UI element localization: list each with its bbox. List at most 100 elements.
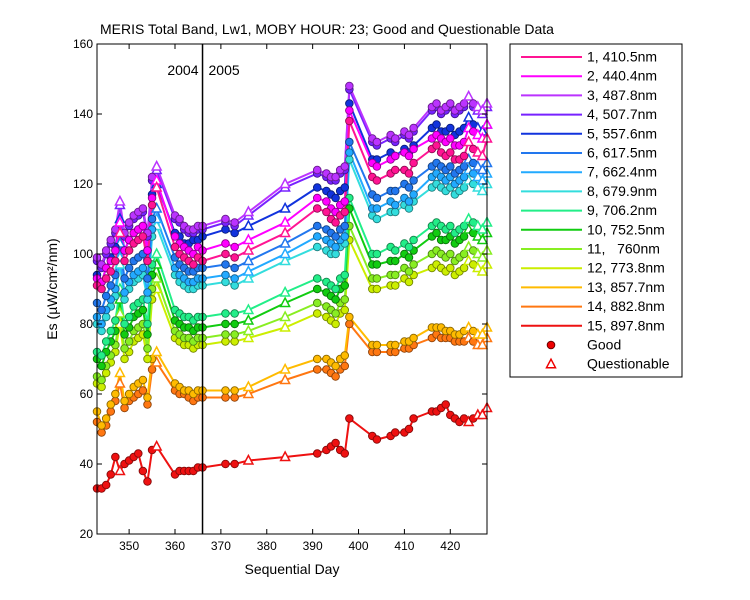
good-point	[390, 151, 400, 161]
good-point	[143, 330, 152, 339]
good-point	[345, 414, 354, 423]
good-point	[390, 207, 400, 217]
good-point	[331, 218, 340, 227]
questionable-point	[476, 163, 489, 175]
questionable-point	[462, 110, 475, 122]
questionable-point	[279, 373, 291, 385]
good-point	[312, 354, 322, 364]
good-point	[101, 312, 111, 322]
good-point	[390, 347, 400, 357]
good-point	[230, 274, 239, 283]
questionable-point	[242, 264, 255, 276]
good-point	[143, 246, 152, 255]
good-point	[120, 344, 129, 353]
legend-questionable-marker	[545, 357, 557, 369]
good-point	[409, 235, 418, 245]
good-point	[459, 151, 469, 161]
questionable-point	[476, 250, 489, 262]
good-point	[372, 204, 382, 213]
good-point	[446, 249, 455, 259]
good-point	[143, 344, 152, 353]
good-point	[331, 319, 340, 329]
x-tick-label: 400	[349, 539, 369, 553]
good-point	[390, 165, 400, 175]
good-point	[97, 421, 106, 430]
good-point	[331, 438, 340, 448]
good-point	[221, 239, 230, 248]
good-point	[372, 260, 382, 269]
questionable-point	[476, 233, 489, 245]
good-point	[404, 242, 414, 252]
y-tick-label: 20	[80, 527, 94, 541]
good-point	[404, 424, 414, 434]
good-point	[409, 176, 418, 185]
good-point	[138, 305, 148, 315]
good-point	[138, 221, 148, 231]
questionable-point	[476, 264, 489, 276]
questionable-point	[242, 387, 255, 399]
questionable-point	[242, 303, 255, 315]
good-point	[312, 365, 322, 374]
good-point	[312, 183, 322, 192]
good-point	[409, 144, 418, 154]
questionable-point	[476, 408, 489, 420]
good-point	[459, 183, 469, 192]
good-point	[143, 354, 152, 364]
good-point	[221, 330, 230, 339]
legend-good-marker	[546, 340, 556, 350]
questionable-point	[114, 366, 126, 378]
good-point	[101, 480, 111, 490]
good-point	[111, 389, 120, 399]
good-point	[101, 368, 111, 378]
good-point	[312, 165, 322, 175]
good-point	[409, 333, 418, 343]
questionable-point	[279, 285, 291, 297]
good-point	[106, 470, 116, 479]
good-point	[106, 235, 116, 245]
good-point	[221, 319, 230, 329]
good-point	[409, 123, 418, 133]
good-point	[312, 204, 322, 213]
good-point	[331, 361, 340, 371]
questionable-point	[279, 215, 291, 227]
legend-entry: 5, 557.6nm	[587, 125, 657, 141]
good-point	[340, 270, 350, 280]
good-point	[230, 386, 239, 395]
good-point	[432, 228, 441, 238]
good-point	[97, 382, 106, 392]
questionable-point	[279, 226, 291, 238]
good-point	[101, 246, 111, 255]
good-point	[120, 396, 129, 406]
good-point	[138, 263, 148, 273]
good-point	[404, 197, 414, 206]
good-point	[409, 190, 418, 199]
good-point	[340, 449, 350, 458]
good-point	[372, 340, 382, 350]
good-point	[143, 288, 152, 297]
legend-questionable-label: Questionable	[587, 356, 670, 372]
good-point	[390, 186, 400, 196]
good-point	[312, 274, 322, 283]
good-point	[372, 249, 382, 259]
questionable-point	[242, 254, 255, 266]
good-point	[459, 99, 469, 108]
good-point	[230, 309, 239, 318]
good-point	[101, 337, 111, 346]
good-point	[404, 151, 414, 161]
good-point	[372, 214, 382, 224]
plot-frame	[96, 43, 488, 535]
good-point	[143, 393, 152, 402]
good-point	[331, 284, 340, 294]
questionable-point	[114, 215, 126, 227]
year-label-left: 2004	[167, 62, 198, 78]
y-tick-label: 60	[80, 387, 94, 401]
good-point	[111, 316, 120, 325]
good-point	[120, 403, 129, 413]
good-point	[120, 319, 129, 329]
good-point	[230, 393, 239, 402]
good-point	[404, 183, 414, 192]
y-tick-label: 100	[73, 247, 93, 261]
good-point	[221, 270, 230, 280]
legend-entry: 3, 487.8nm	[587, 87, 657, 103]
good-point	[147, 193, 157, 203]
